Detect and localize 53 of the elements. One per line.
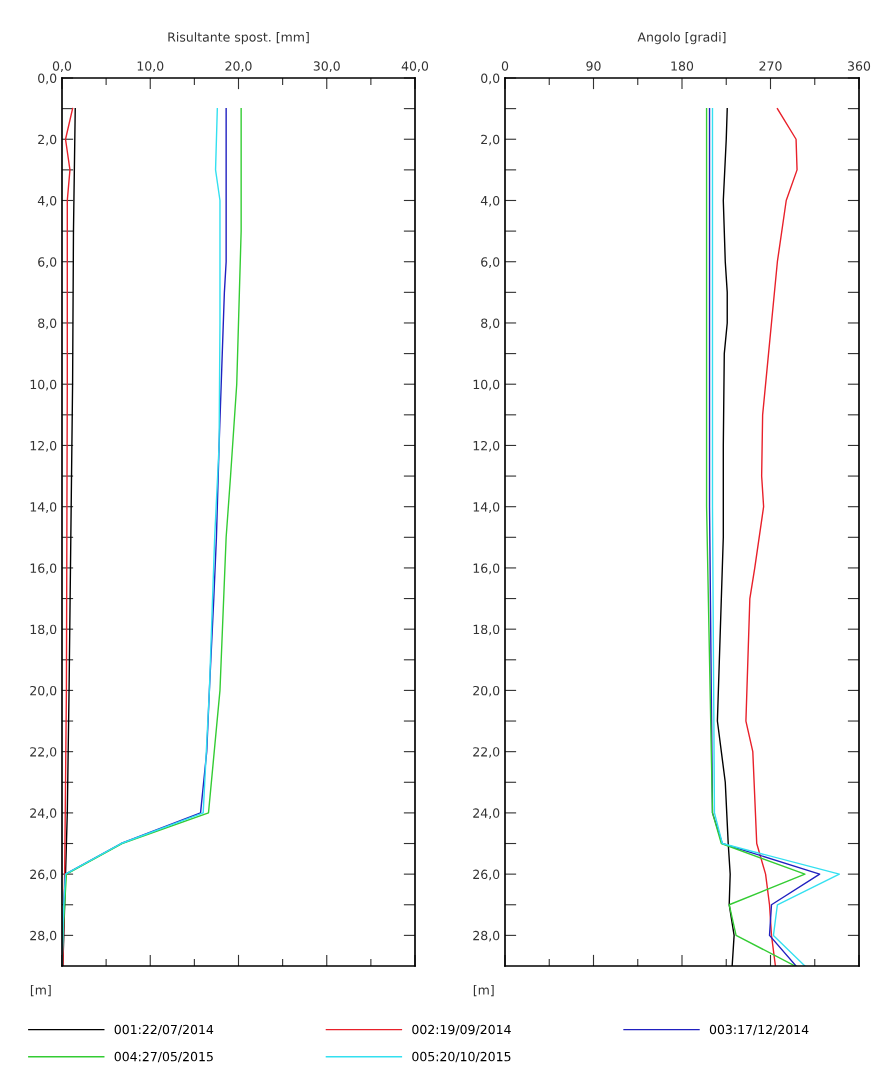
y-tick-label: 14,0 [30, 502, 57, 513]
x-axis-title: Angolo [gradi] [637, 32, 726, 45]
x-tick-label: 40,0 [401, 61, 429, 72]
y-tick-label: 6,0 [38, 257, 57, 268]
y-tick-label: 10,0 [473, 379, 500, 391]
x-tick-label: 360 [848, 61, 871, 71]
y-tick-label: 4,0 [480, 195, 500, 207]
line-series [705, 107, 806, 966]
y-tick-label: 0,0 [481, 73, 500, 85]
y-tick-label: 6,0 [481, 257, 500, 268]
line-series [711, 107, 841, 966]
x-tick-label: 90 [586, 61, 601, 71]
y-tick-label: 22,0 [30, 747, 57, 758]
y-tick-label: 26,0 [30, 869, 57, 881]
x-axis-title: Risultante spost. [mm] [168, 32, 309, 45]
y-axis-title: [m] [30, 984, 51, 997]
text: 001:22/07/2014 [114, 1024, 214, 1036]
x-tick-label: 0 [501, 61, 509, 71]
x-tick-label: 0,0 [52, 61, 72, 72]
y-tick-label: 14,0 [473, 502, 500, 513]
y-tick-label: 28,0 [473, 930, 500, 942]
y-tick-label: 22,0 [473, 747, 500, 758]
y-tick-label: 24,0 [473, 808, 500, 820]
y-tick-label: 12,0 [473, 440, 500, 452]
y-tick-label: 12,0 [30, 440, 57, 452]
x-tick-label: 20,0 [225, 61, 252, 72]
text: 002:19/09/2014 [412, 1024, 511, 1036]
y-tick-label: 16,0 [30, 563, 57, 575]
y-tick-label: 20,0 [473, 685, 500, 697]
y-axis-title: [m] [473, 984, 494, 997]
y-tick-label: 18,0 [30, 624, 57, 636]
y-tick-label: 2,0 [38, 134, 57, 146]
y-tick-label: 4,0 [37, 195, 57, 207]
x-tick-label: 10,0 [137, 61, 164, 72]
line-series [708, 107, 821, 966]
text: 005:20/10/2015 [412, 1051, 511, 1063]
y-tick-label: 20,0 [30, 685, 57, 697]
y-tick-label: 24,0 [30, 808, 57, 820]
text: 004:27/05/2015 [114, 1051, 213, 1063]
x-tick-label: 270 [759, 61, 782, 71]
y-tick-label: 10,0 [30, 379, 57, 391]
y-tick-label: 0,0 [38, 73, 57, 85]
y-tick-label: 8,0 [38, 318, 57, 330]
x-tick-label: 30,0 [313, 61, 340, 72]
x-tick-label: 180 [671, 61, 694, 71]
y-tick-label: 2,0 [481, 134, 500, 146]
line-series [745, 107, 798, 966]
y-tick-label: 28,0 [30, 930, 57, 942]
y-tick-label: 16,0 [473, 563, 500, 575]
text: 003:17/12/2014 [709, 1024, 809, 1036]
y-tick-label: 8,0 [481, 318, 500, 330]
y-tick-label: 18,0 [473, 624, 500, 636]
y-tick-label: 26,0 [473, 869, 500, 881]
